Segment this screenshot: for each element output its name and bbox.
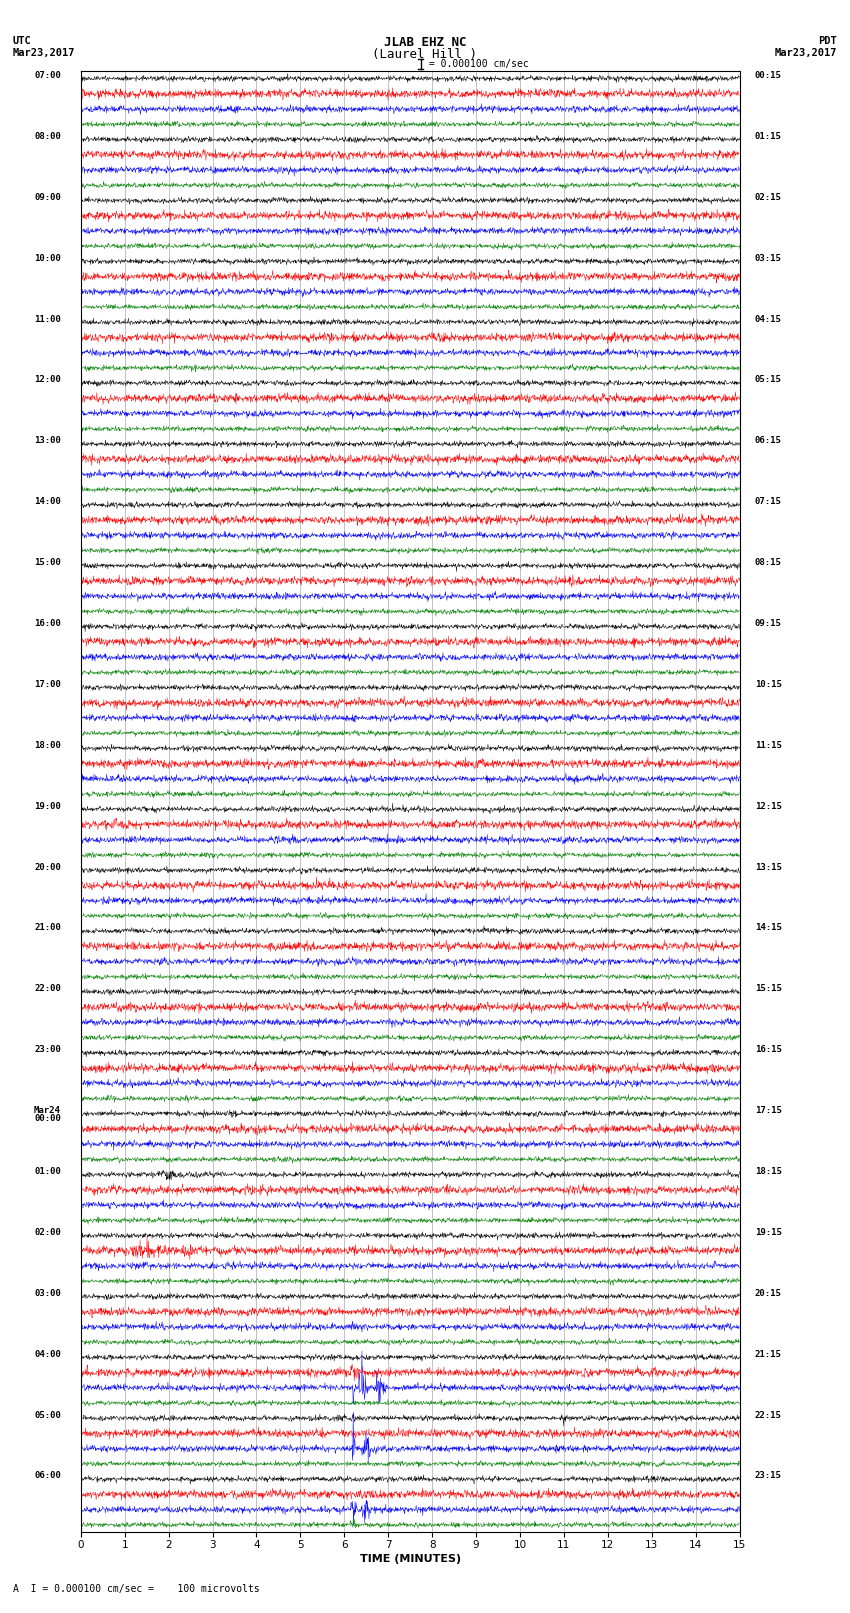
Text: 20:00: 20:00 <box>34 863 61 871</box>
Text: Mar23,2017: Mar23,2017 <box>13 47 76 58</box>
Text: 15:15: 15:15 <box>755 984 782 994</box>
Text: 15:00: 15:00 <box>34 558 61 568</box>
Text: 02:00: 02:00 <box>34 1227 61 1237</box>
Text: 11:00: 11:00 <box>34 315 61 324</box>
Text: 09:00: 09:00 <box>34 194 61 202</box>
Text: (Laurel Hill ): (Laurel Hill ) <box>372 47 478 61</box>
Text: 21:00: 21:00 <box>34 923 61 932</box>
Text: 03:00: 03:00 <box>34 1289 61 1298</box>
Text: 08:00: 08:00 <box>34 132 61 140</box>
Text: 00:00: 00:00 <box>34 1115 61 1124</box>
Text: JLAB EHZ NC: JLAB EHZ NC <box>383 37 467 50</box>
Text: 08:15: 08:15 <box>755 558 782 568</box>
Text: 06:15: 06:15 <box>755 436 782 445</box>
Text: 17:00: 17:00 <box>34 681 61 689</box>
Text: 01:15: 01:15 <box>755 132 782 140</box>
Text: = 0.000100 cm/sec: = 0.000100 cm/sec <box>423 58 529 69</box>
Text: 04:15: 04:15 <box>755 315 782 324</box>
Text: 19:15: 19:15 <box>755 1227 782 1237</box>
Text: 14:15: 14:15 <box>755 923 782 932</box>
Text: 14:00: 14:00 <box>34 497 61 506</box>
Text: 10:15: 10:15 <box>755 681 782 689</box>
Text: 07:00: 07:00 <box>34 71 61 81</box>
Text: 18:15: 18:15 <box>755 1168 782 1176</box>
Text: 19:00: 19:00 <box>34 802 61 811</box>
Text: 02:15: 02:15 <box>755 194 782 202</box>
Text: 13:15: 13:15 <box>755 863 782 871</box>
Text: 23:00: 23:00 <box>34 1045 61 1055</box>
Text: 03:15: 03:15 <box>755 253 782 263</box>
Text: 06:00: 06:00 <box>34 1471 61 1481</box>
X-axis label: TIME (MINUTES): TIME (MINUTES) <box>360 1555 461 1565</box>
Text: 05:00: 05:00 <box>34 1410 61 1419</box>
Text: 12:15: 12:15 <box>755 802 782 811</box>
Text: 01:00: 01:00 <box>34 1168 61 1176</box>
Text: 16:00: 16:00 <box>34 619 61 627</box>
Text: Mar23,2017: Mar23,2017 <box>774 47 837 58</box>
Text: 17:15: 17:15 <box>755 1107 782 1115</box>
Text: 21:15: 21:15 <box>755 1350 782 1358</box>
Text: 11:15: 11:15 <box>755 740 782 750</box>
Text: 22:15: 22:15 <box>755 1410 782 1419</box>
Text: A  I = 0.000100 cm/sec =    100 microvolts: A I = 0.000100 cm/sec = 100 microvolts <box>13 1584 259 1594</box>
Text: 04:00: 04:00 <box>34 1350 61 1358</box>
Text: 23:15: 23:15 <box>755 1471 782 1481</box>
Text: 18:00: 18:00 <box>34 740 61 750</box>
Text: UTC: UTC <box>13 37 31 47</box>
Text: 20:15: 20:15 <box>755 1289 782 1298</box>
Text: 12:00: 12:00 <box>34 376 61 384</box>
Text: Mar24: Mar24 <box>34 1107 61 1115</box>
Text: 05:15: 05:15 <box>755 376 782 384</box>
Text: PDT: PDT <box>819 37 837 47</box>
Text: 10:00: 10:00 <box>34 253 61 263</box>
Text: 13:00: 13:00 <box>34 436 61 445</box>
Text: 22:00: 22:00 <box>34 984 61 994</box>
Text: 07:15: 07:15 <box>755 497 782 506</box>
Text: 09:15: 09:15 <box>755 619 782 627</box>
Text: 00:15: 00:15 <box>755 71 782 81</box>
Text: 16:15: 16:15 <box>755 1045 782 1055</box>
